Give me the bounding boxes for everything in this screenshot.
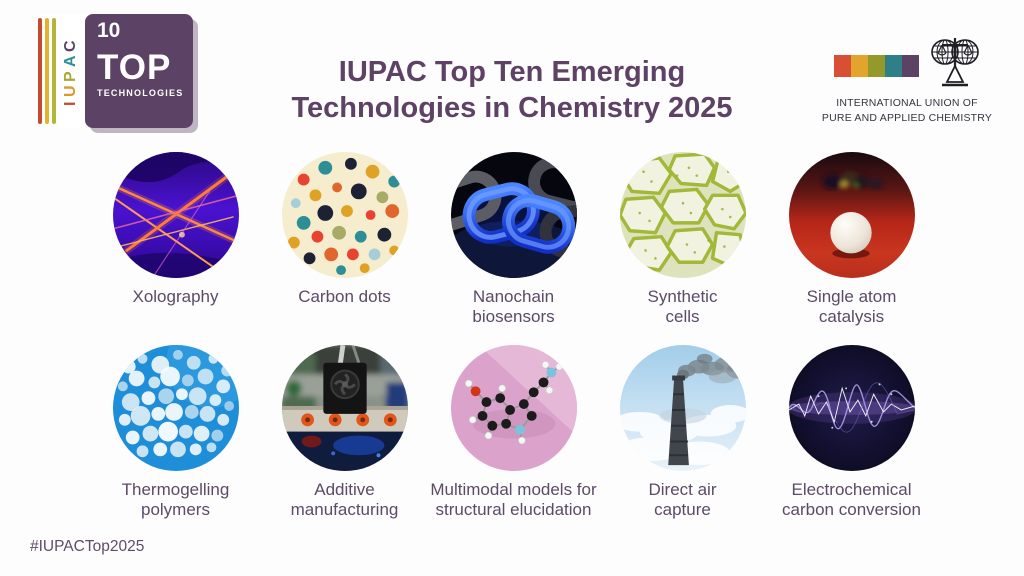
iupac-color-bar: [833, 55, 919, 77]
tech-label: Single atom catalysis: [806, 287, 897, 327]
tech-label: Direct air capture: [648, 480, 717, 520]
tech-label: Nanochain biosensors: [472, 287, 555, 327]
electrochemical-carbon-conversion-image: [788, 345, 915, 472]
tech-item-multimodal-models: Multimodal models for structural elucida…: [429, 345, 598, 520]
synthetic-cells-image: [619, 152, 746, 278]
nanochain-biosensors-image: [450, 152, 577, 278]
iupac-org-logo: INTERNATIONAL UNION OF PURE AND APPLIED …: [816, 36, 998, 125]
tech-item-additive-manufacturing: Additive manufacturing: [260, 345, 429, 520]
multimodal-models-image: [450, 345, 577, 472]
tech-item-direct-air-capture: Direct air capture: [598, 345, 767, 520]
iupac-globe-icon: [929, 36, 981, 97]
tech-label: Multimodal models for structural elucida…: [430, 480, 597, 520]
tech-item-single-atom-catalysis: Single atom catalysis: [767, 152, 936, 327]
badge-technologies-word: TECHNOLOGIES: [97, 88, 184, 99]
tech-label: Thermogelling polymers: [121, 480, 230, 520]
tech-label: Electrochemical carbon conversion: [782, 480, 921, 520]
badge-stripes: [38, 14, 56, 128]
xolography-image: [112, 152, 239, 278]
badge-purple-box: 10 TOP TECHNOLOGIES: [85, 14, 194, 128]
tech-item-xolography: Xolography: [91, 152, 260, 327]
additive-manufacturing-image: [281, 345, 408, 472]
badge-number: 10: [97, 19, 121, 42]
single-atom-catalysis-image: [788, 152, 915, 278]
tech-item-synthetic-cells: Synthetic cells: [598, 152, 767, 327]
iupac-org-name: INTERNATIONAL UNION OF PURE AND APPLIED …: [821, 97, 993, 124]
technology-grid: Xolography: [91, 152, 936, 520]
tech-label: Carbon dots: [298, 287, 391, 306]
tech-item-carbon-dots: Carbon dots: [260, 152, 429, 327]
tech-item-nanochain-biosensors: Nanochain biosensors: [429, 152, 598, 327]
tech-label: Additive manufacturing: [290, 480, 399, 520]
hashtag: #IUPACTop2025: [30, 538, 145, 555]
carbon-dots-image: [281, 152, 408, 278]
tech-label: Xolography: [132, 287, 219, 306]
direct-air-capture-image: [619, 345, 746, 472]
badge-top-word: TOP: [97, 48, 172, 87]
tech-item-thermogelling-polymers: Thermogelling polymers: [91, 345, 260, 520]
thermogelling-polymers-image: [112, 345, 239, 472]
tech-item-electrochemical-carbon-conversion: Electrochemical carbon conversion: [767, 345, 936, 520]
tech-label: Synthetic cells: [647, 287, 718, 327]
top10-badge-logo: I U P A C 10 TOP TECHNOLOGIES: [38, 14, 194, 128]
page-title: IUPAC Top Ten Emerging Technologies in C…: [291, 56, 733, 125]
